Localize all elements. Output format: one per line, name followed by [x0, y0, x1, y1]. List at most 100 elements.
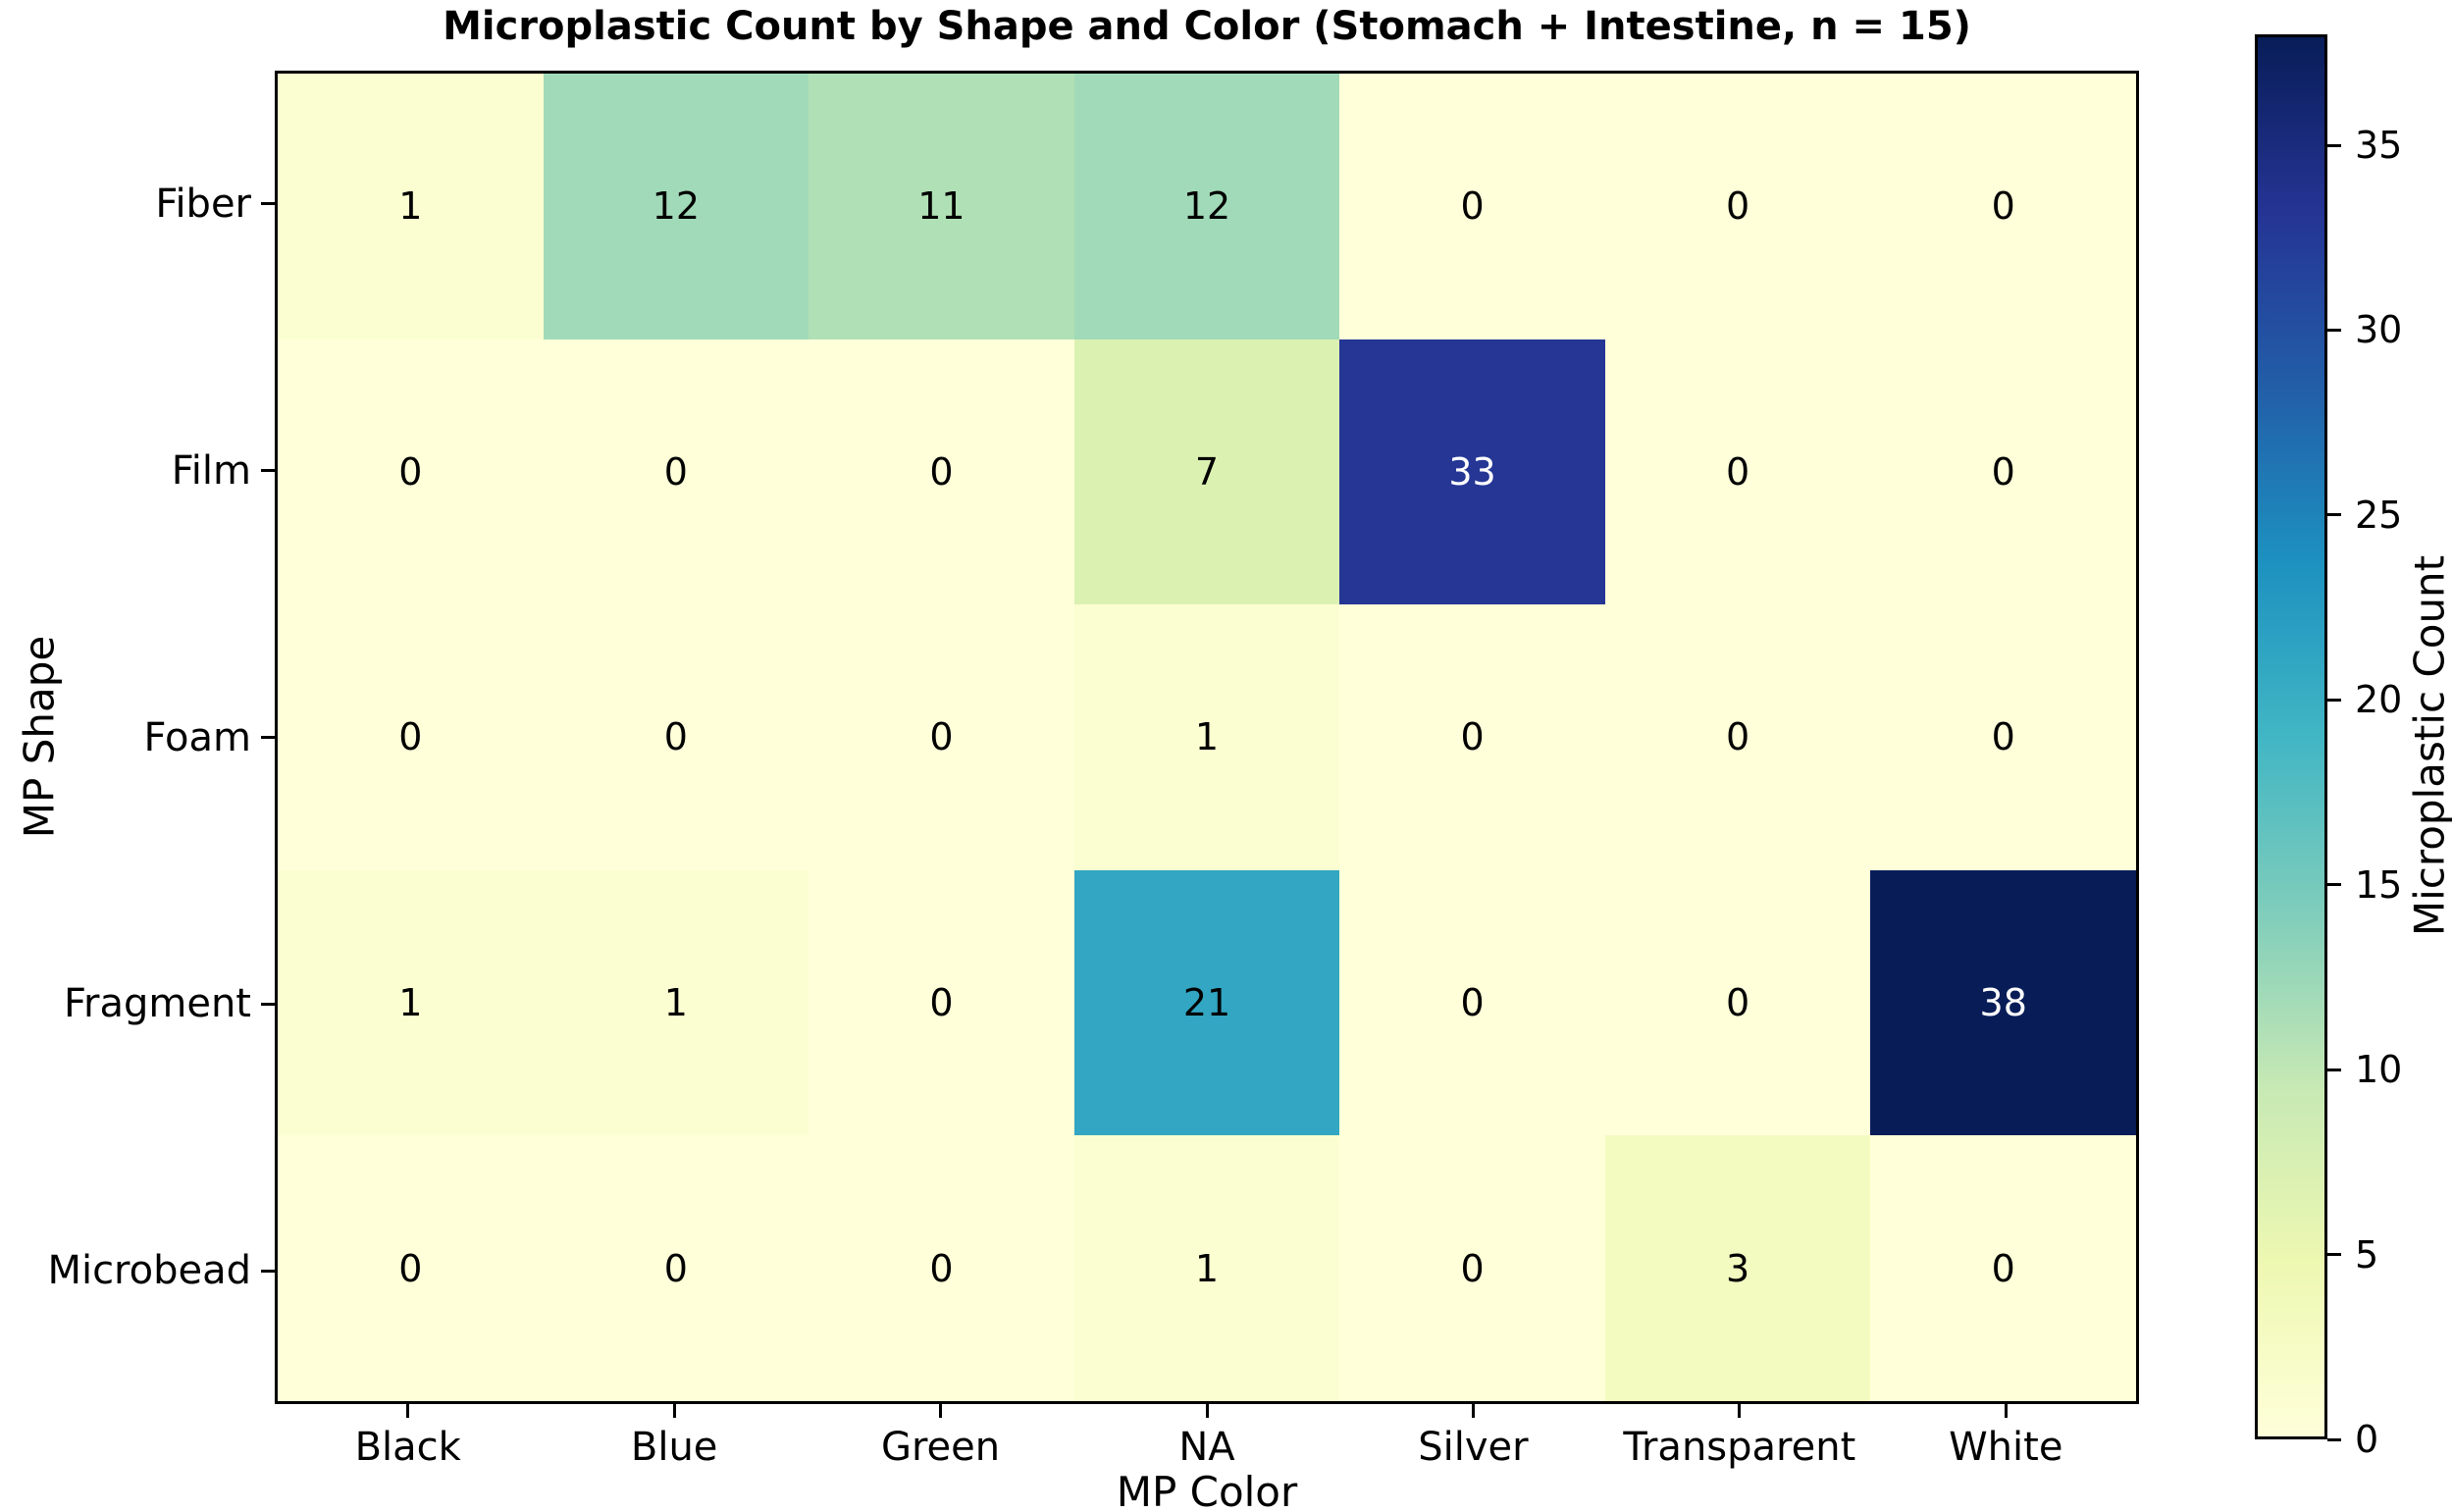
cell-value: 0: [929, 1246, 954, 1290]
chart-title: Microplastic Count by Shape and Color (S…: [443, 4, 1971, 49]
heatmap-cell-Fiber-Blue: 12: [543, 74, 809, 339]
x-tick-label-Black: Black: [354, 1425, 461, 1470]
x-tick-mark: [2004, 1404, 2008, 1418]
heatmap-cell-Microbead-NA: 1: [1073, 1135, 1340, 1401]
x-tick-label-Transparent: Transparent: [1623, 1425, 1856, 1470]
y-axis-label: MP Shape: [15, 635, 64, 839]
x-tick-label-Silver: Silver: [1418, 1425, 1529, 1470]
heatmap-cell-Foam-NA: 1: [1073, 604, 1340, 870]
heatmap-cell-Fragment-Silver: 0: [1339, 869, 1605, 1136]
cell-value: 0: [1460, 1246, 1485, 1290]
cell-value: 33: [1448, 449, 1496, 494]
x-tick-mark: [1471, 1404, 1475, 1418]
x-tick-label-NA: NA: [1178, 1425, 1235, 1470]
y-tick-mark: [261, 736, 275, 739]
x-tick-mark: [672, 1404, 676, 1418]
heatmap-cell-Foam-White: 0: [1870, 604, 2136, 870]
cell-value: 0: [1460, 981, 1485, 1025]
heatmap-cell-Fiber-Green: 11: [809, 74, 1074, 339]
cell-value: 0: [1991, 715, 2015, 759]
heatmap-cell-Fiber-Black: 1: [278, 74, 544, 339]
cell-value: 0: [1460, 184, 1485, 229]
x-tick-mark: [406, 1404, 410, 1418]
cell-value: 3: [1726, 1246, 1750, 1290]
y-tick-label-Microbead: Microbead: [47, 1248, 251, 1294]
colorbar-tick-mark: [2327, 513, 2341, 517]
cell-value: 0: [398, 1246, 423, 1290]
heatmap-cell-Film-Green: 0: [809, 339, 1074, 605]
colorbar-tick-label-0: 0: [2355, 1418, 2379, 1461]
y-tick-mark: [261, 469, 275, 473]
colorbar-tick-label-20: 20: [2355, 678, 2403, 722]
heatmap-cell-Fiber-Silver: 0: [1339, 74, 1605, 339]
heatmap-cell-Film-Black: 0: [278, 339, 544, 605]
cell-value: 0: [1726, 184, 1750, 229]
cell-value: 1: [1194, 1246, 1220, 1290]
x-tick-label-White: White: [1949, 1425, 2063, 1470]
y-tick-label-Fragment: Fragment: [63, 981, 251, 1027]
x-tick-label-Blue: Blue: [630, 1425, 718, 1470]
colorbar-tick-mark: [2327, 1068, 2341, 1071]
colorbar-tick-label-35: 35: [2355, 124, 2403, 168]
heatmap-cell-Microbead-Green: 0: [809, 1135, 1074, 1401]
colorbar-tick-label-30: 30: [2355, 308, 2403, 352]
y-tick-label-Film: Film: [171, 447, 251, 494]
cell-value: 0: [929, 981, 954, 1025]
cell-value: 7: [1194, 449, 1220, 494]
heatmap-cell-Fragment-Blue: 1: [543, 869, 809, 1136]
y-tick-mark: [261, 1002, 275, 1006]
heatmap-cell-Foam-Green: 0: [809, 604, 1074, 870]
heatmap-cell-Microbead-White: 0: [1870, 1135, 2136, 1401]
cell-value: 0: [929, 715, 954, 759]
cell-value: 0: [663, 715, 688, 759]
colorbar-tick-mark: [2327, 1437, 2341, 1441]
y-tick-label-Fiber: Fiber: [155, 181, 251, 227]
heatmap-cell-Fiber-Transparent: 0: [1604, 74, 1871, 339]
heatmap-cell-Foam-Blue: 0: [543, 604, 809, 870]
y-tick-mark: [261, 1269, 275, 1273]
cell-value: 0: [1991, 184, 2015, 229]
cell-value: 0: [663, 449, 688, 494]
heatmap-cell-Foam-Black: 0: [278, 604, 544, 870]
heatmap-cell-Fragment-Black: 1: [278, 869, 544, 1136]
cell-value: 1: [398, 981, 423, 1025]
colorbar-tick-label-15: 15: [2355, 862, 2403, 907]
y-tick-mark: [261, 202, 275, 206]
colorbar-tick-label-25: 25: [2355, 493, 2403, 537]
cell-value: 1: [1194, 715, 1220, 759]
cell-value: 0: [1460, 715, 1485, 759]
colorbar-label: Microplastic Count: [2405, 554, 2453, 937]
y-tick-label-Foam: Foam: [143, 714, 251, 760]
cell-value: 0: [1726, 449, 1750, 494]
colorbar-tick-label-10: 10: [2355, 1048, 2403, 1092]
heatmap-cell-Foam-Silver: 0: [1339, 604, 1605, 870]
cell-value: 0: [398, 449, 423, 494]
cell-value: 0: [1991, 1246, 2015, 1290]
heatmap-cell-Microbead-Transparent: 3: [1604, 1135, 1871, 1401]
heatmap-cell-Microbead-Black: 0: [278, 1135, 544, 1401]
heatmap-cell-Film-Silver: 33: [1339, 339, 1605, 605]
heatmap-cell-Film-NA: 7: [1073, 339, 1340, 605]
heatmap-cell-Fragment-Green: 0: [809, 869, 1074, 1136]
heatmap-cell-Foam-Transparent: 0: [1604, 604, 1871, 870]
cell-value: 0: [1726, 981, 1750, 1025]
colorbar-tick-label-5: 5: [2355, 1232, 2379, 1277]
heatmap-cell-Film-White: 0: [1870, 339, 2136, 605]
cell-value: 21: [1182, 981, 1231, 1025]
colorbar-tick-mark: [2327, 698, 2341, 702]
x-tick-mark: [939, 1404, 943, 1418]
cell-value: 0: [929, 449, 954, 494]
cell-value: 0: [1991, 449, 2015, 494]
heatmap-plot: 1 12 11 12 0 0 0 0 0 0 7 33 0 0 0 0 0 1 0 0 0 1 1 0 21 0 0 38 0 0 0 1 0 3…: [275, 71, 2139, 1404]
heatmap-cell-Fragment-NA: 21: [1073, 869, 1340, 1136]
colorbar-tick-mark: [2327, 1253, 2341, 1257]
cell-value: 0: [663, 1246, 688, 1290]
x-tick-mark: [1738, 1404, 1742, 1418]
heatmap-cell-Microbead-Blue: 0: [543, 1135, 809, 1401]
cell-value: 12: [652, 184, 701, 229]
heatmap-cell-Microbead-Silver: 0: [1339, 1135, 1605, 1401]
colorbar-tick-mark: [2327, 883, 2341, 887]
heatmap-cell-Fragment-Transparent: 0: [1604, 869, 1871, 1136]
cell-value: 0: [1726, 715, 1750, 759]
